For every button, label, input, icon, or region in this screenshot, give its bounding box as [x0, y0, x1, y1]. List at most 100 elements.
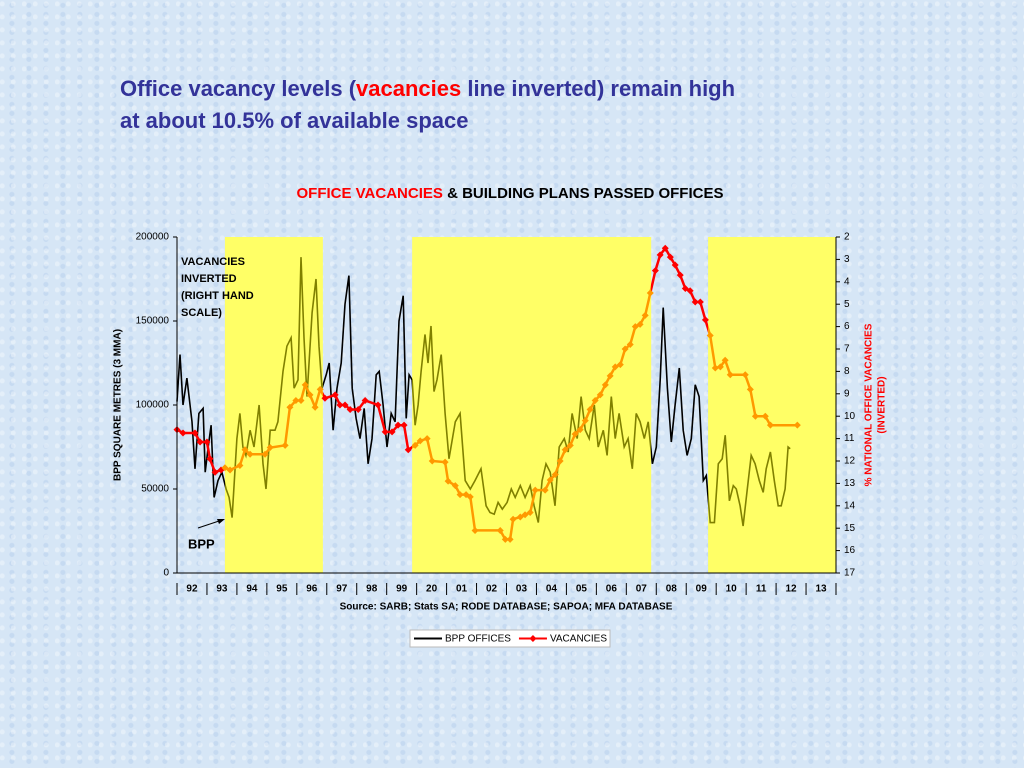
title-part: & BUILDING PLANS PASSED OFFICES: [443, 185, 724, 202]
y2-tick-label: 16: [844, 545, 856, 556]
series-marker: [381, 428, 389, 436]
series-marker: [301, 381, 309, 389]
series-marker: [428, 457, 436, 465]
series-marker: [509, 515, 517, 523]
series-marker: [241, 446, 249, 454]
source-note: Source: SARB; Stats SA; RODE DATABASE; S…: [340, 602, 673, 613]
series-marker: [456, 491, 464, 499]
series-marker: [361, 397, 369, 405]
series-marker: [576, 426, 584, 434]
series-marker: [261, 450, 269, 458]
series-marker: [211, 468, 219, 476]
series-marker: [716, 363, 724, 371]
series-marker: [221, 464, 229, 472]
series-marker: [466, 493, 474, 501]
series-marker: [561, 446, 569, 454]
series-marker: [646, 289, 654, 297]
y-tick-label: 50000: [141, 484, 169, 495]
series-marker: [451, 482, 459, 490]
series-marker: [656, 251, 664, 259]
y2-tick-label: 5: [844, 299, 850, 310]
x-tick-label: 05: [576, 584, 588, 595]
series-marker: [501, 535, 509, 543]
x-tick-label: 06: [606, 584, 618, 595]
chart-title: OFFICE VACANCIES & BUILDING PLANS PASSED…: [297, 185, 724, 202]
x-tick-label: 95: [276, 584, 288, 595]
series-marker: [661, 244, 669, 252]
y2-tick-label: 4: [844, 276, 850, 287]
series-marker: [721, 356, 729, 364]
y-tick-label: 0: [163, 568, 169, 579]
legend-marker: [529, 635, 537, 642]
y2-tick-label: 2: [844, 232, 850, 243]
x-tick-label: 92: [186, 584, 198, 595]
series-marker: [626, 341, 634, 349]
series-marker: [321, 394, 329, 402]
series-marker: [751, 412, 759, 420]
y2-tick-label: 14: [844, 500, 856, 511]
series-marker: [531, 486, 539, 494]
series-marker: [521, 511, 529, 519]
y2-axis-label: % NATIONAL OFFICE VACANCIES: [864, 323, 875, 486]
series-marker: [793, 421, 801, 429]
series-marker: [701, 316, 709, 324]
series-marker: [746, 385, 754, 393]
x-tick-label: 01: [456, 584, 468, 595]
series-marker: [681, 285, 689, 293]
y-tick-label: 200000: [136, 232, 170, 243]
y2-axis-label: (INVERTED): [877, 376, 888, 433]
series-marker: [441, 458, 449, 466]
series-marker: [411, 441, 419, 449]
series-marker: [444, 477, 452, 485]
series-marker: [556, 457, 564, 465]
series-marker: [206, 455, 214, 463]
y-tick-label: 100000: [136, 400, 170, 411]
series-line: [176, 257, 791, 527]
y2-tick-label: 10: [844, 411, 856, 422]
series-marker: [203, 438, 211, 446]
x-tick-label: 93: [216, 584, 228, 595]
series-marker: [316, 385, 324, 393]
shaded-range: [224, 237, 323, 573]
heading-part: Office vacancy levels (: [120, 76, 357, 101]
series-marker: [423, 435, 431, 443]
heading-part: vacancies: [356, 76, 461, 101]
slide-heading: at about 10.5% of available space: [120, 108, 468, 133]
x-tick-label: 96: [306, 584, 318, 595]
series-marker: [621, 345, 629, 353]
title-part: OFFICE VACANCIES: [297, 185, 443, 202]
series-marker: [666, 253, 674, 261]
series-marker: [726, 371, 734, 379]
x-tick-label: 09: [696, 584, 708, 595]
series-marker: [606, 372, 614, 380]
annotation: INVERTED: [181, 273, 237, 285]
series-marker: [671, 261, 679, 269]
legend-label: VACANCIES: [550, 634, 607, 645]
series-marker: [404, 446, 412, 454]
series-marker: [306, 391, 314, 399]
legend-box: [409, 629, 611, 648]
series-marker: [394, 421, 402, 429]
series-marker: [516, 513, 524, 521]
series-marker: [336, 401, 344, 409]
y2-tick-label: 7: [844, 344, 850, 355]
series-marker: [636, 320, 644, 328]
series-marker: [601, 381, 609, 389]
series-marker: [331, 391, 339, 399]
series-marker: [246, 450, 254, 458]
x-tick-label: 99: [396, 584, 408, 595]
y2-tick-label: 12: [844, 456, 856, 467]
series-marker: [196, 438, 204, 446]
annotation: VACANCIES: [181, 256, 245, 268]
series-marker: [346, 405, 354, 413]
series-marker: [236, 461, 244, 469]
series-marker: [354, 405, 362, 413]
series-marker: [416, 437, 424, 445]
annotation: BPP: [188, 536, 215, 551]
x-tick-label: 07: [636, 584, 648, 595]
y2-tick-label: 6: [844, 321, 850, 332]
series-marker: [388, 428, 396, 436]
y-tick-label: 150000: [136, 316, 170, 327]
x-tick-label: 11: [756, 584, 767, 595]
